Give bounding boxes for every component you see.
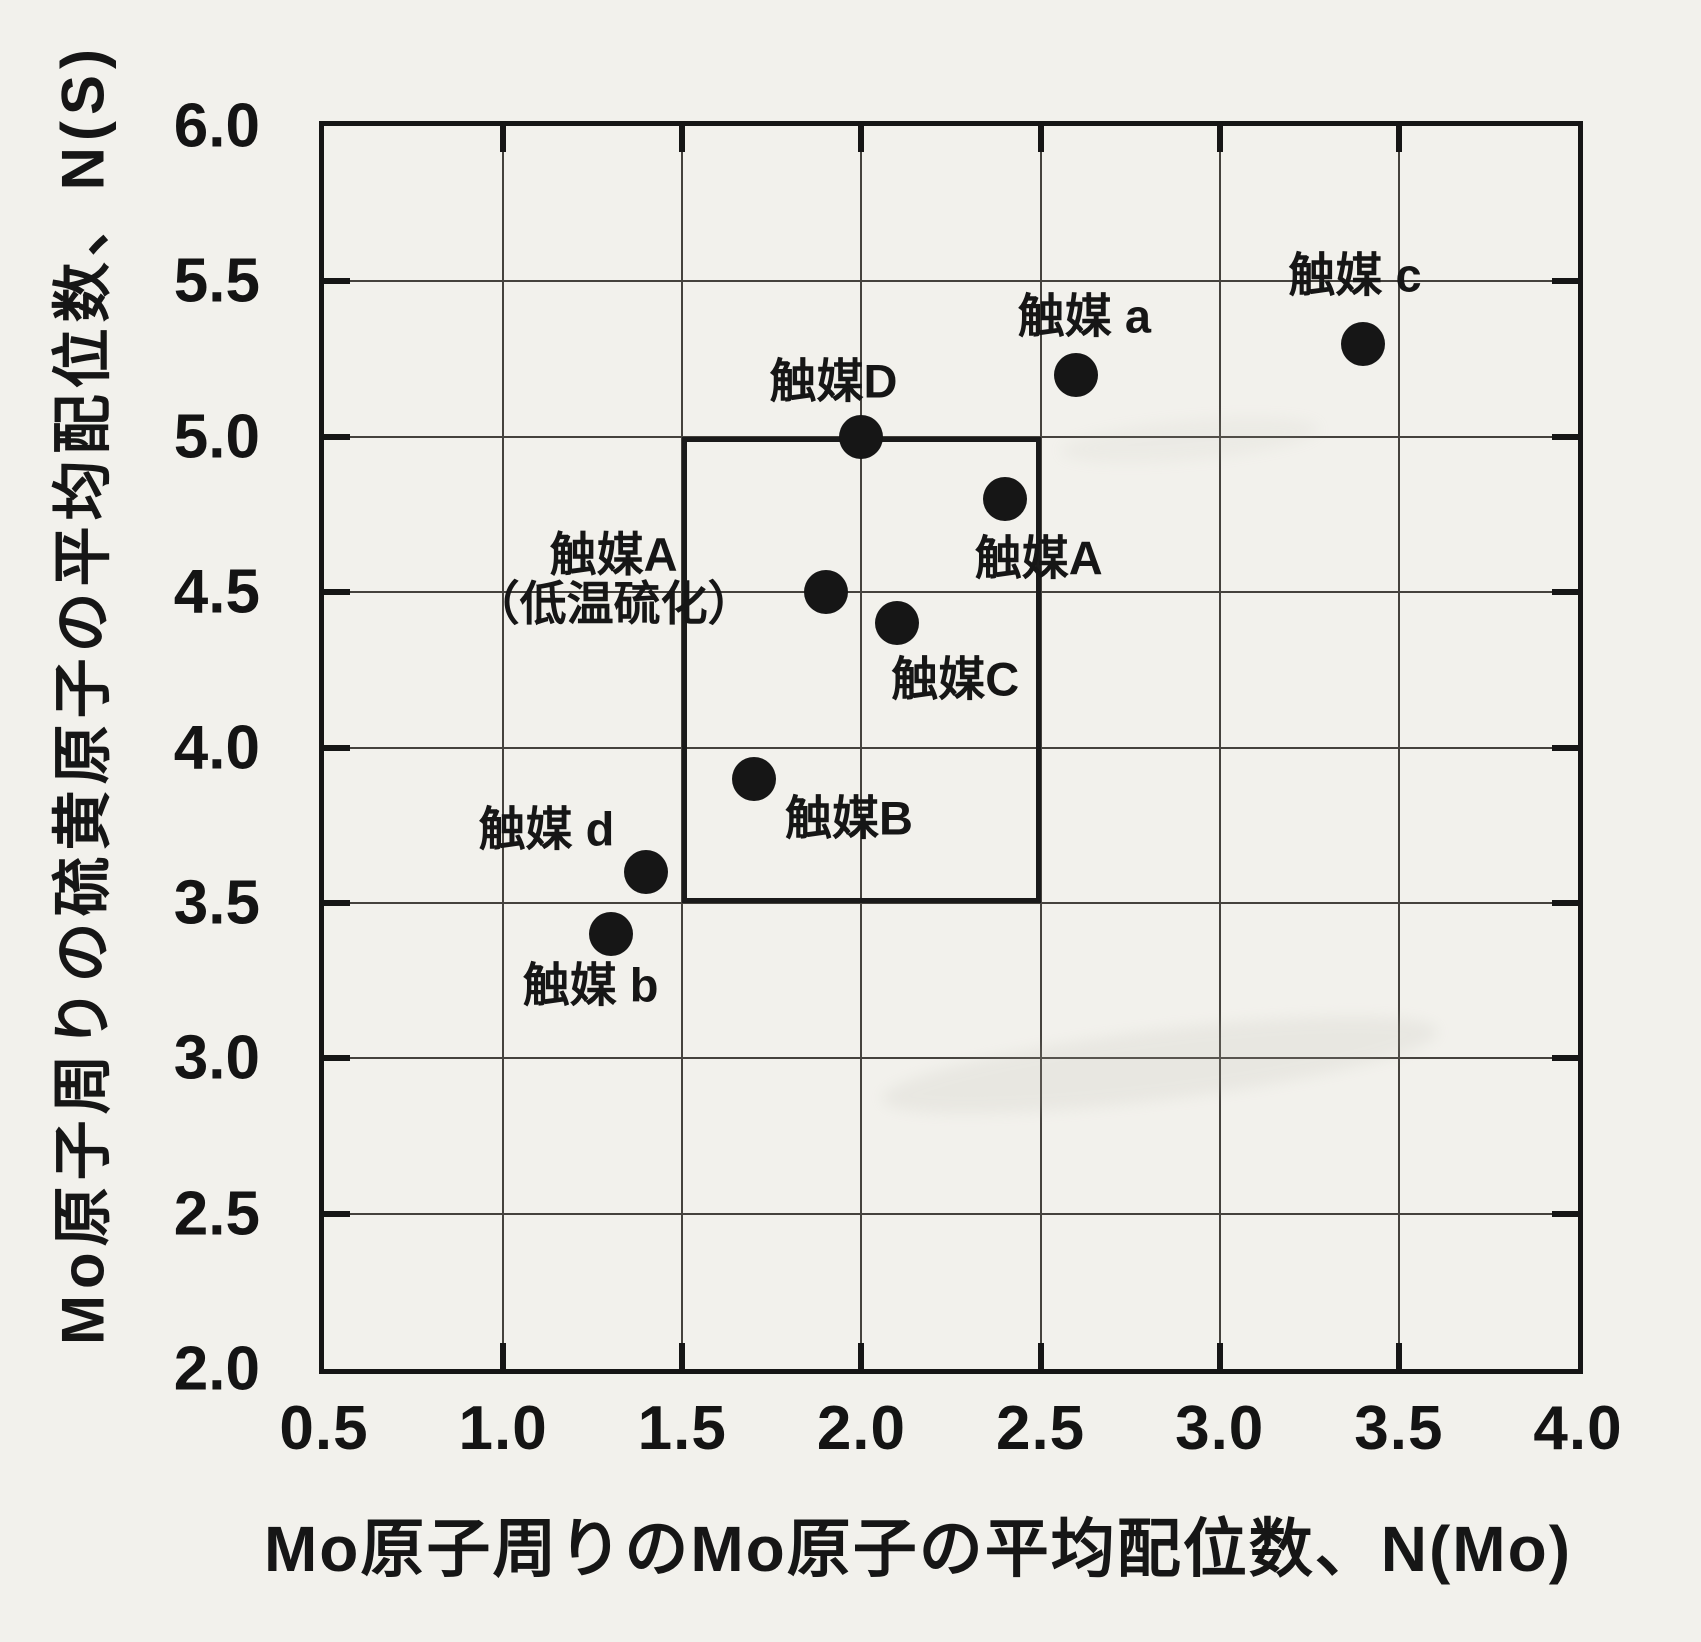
x-tick-label-2.5: 2.5 [995,1394,1086,1463]
x-tick-label-3.0: 3.0 [1175,1394,1265,1463]
data-point-D [839,414,884,459]
data-point-a [1054,352,1099,397]
data-point-B [731,756,776,801]
gridline-y-4.5 [324,591,1578,594]
tick-bottom-1.5 [679,1343,686,1369]
tick-right-5.0 [1552,433,1578,440]
tick-bottom-1.0 [500,1343,507,1369]
data-point-A-lowtemp [803,570,848,615]
point-label-C: 触媒C [891,652,1020,706]
tick-left-4.5 [324,589,350,596]
tick-left-5.5 [324,278,350,285]
tick-top-1.5 [679,126,686,152]
x-tick-label-1.0: 1.0 [458,1394,548,1463]
gridline-y-4.0 [324,746,1578,749]
tick-left-3.5 [324,899,350,906]
tick-bottom-2.0 [858,1343,865,1369]
y-tick-label-2.5: 2.5 [173,1179,260,1249]
y-tick-label-3.0: 3.0 [173,1023,260,1093]
point-label-B: 触媒B [784,791,913,845]
tick-left-2.5 [324,1210,350,1217]
point-label-c: 触媒 c [1288,248,1422,302]
tick-left-3.0 [324,1055,350,1062]
data-point-b [588,911,633,956]
gridline-y-5.5 [324,280,1578,283]
gridline-y-2.5 [324,1212,1578,1215]
tick-right-2.5 [1552,1210,1578,1217]
point-label-b: 触媒 b [522,958,659,1012]
point-label-A: 触媒A [974,531,1103,585]
tick-right-4.0 [1552,744,1578,751]
tick-top-2.0 [858,126,865,152]
y-tick-label-4.5: 4.5 [173,557,260,627]
tick-right-3.0 [1552,1055,1578,1062]
tick-bottom-2.5 [1037,1343,1044,1369]
y-tick-label-6.0: 6.0 [173,91,260,161]
point-label-d: 触媒 d [478,802,615,856]
tick-right-4.5 [1552,589,1578,596]
x-axis-title: Mo原子周りのMo原子の平均配位数、N(Mo) [263,1513,1573,1585]
x-tick-label-3.5: 3.5 [1354,1394,1444,1463]
tick-top-2.5 [1037,126,1044,152]
plot-area: 0.5 1.0 1.5 2.0 2.5 3.0 3.5 4.0 2.0 2.5 3.0 3.5 4.0 4… [174,92,1622,1464]
y-tick-label-3.5: 3.5 [173,868,260,938]
gridline-y-3.5 [324,901,1578,904]
x-tick-label-0.5: 0.5 [279,1394,369,1463]
y-tick-label-2.0: 2.0 [173,1334,260,1404]
tick-top-3.5 [1395,126,1402,152]
gridline-y-3.0 [324,1057,1578,1060]
x-tick-label-1.5: 1.5 [637,1394,727,1463]
point-label-D: 触媒D [769,354,898,408]
data-point-c [1341,321,1386,366]
tick-bottom-3.5 [1395,1343,1402,1369]
y-tick-label-5.0: 5.0 [173,402,260,472]
point-label-A-lowtemp: 触媒A （低温硫化） [472,528,755,631]
x-tick-label-4.0: 4.0 [1533,1394,1623,1463]
x-tick-label-2.0: 2.0 [816,1394,907,1463]
y-tick-label-5.5: 5.5 [173,246,260,316]
tick-left-4.0 [324,744,350,751]
y-tick-label-4.0: 4.0 [173,713,260,782]
data-point-d [624,849,669,894]
data-point-A [982,476,1027,521]
tick-top-1.0 [500,126,507,152]
plot-frame [319,121,1583,1374]
tick-right-3.5 [1552,899,1578,906]
tick-bottom-3.0 [1216,1343,1223,1369]
tick-left-5.0 [324,433,350,440]
data-point-C [875,601,920,646]
y-axis-title: Mo原子周りの硫黄原子の平均配位数、N(S) [49,43,117,1345]
point-label-a: 触媒 a [1017,289,1151,343]
tick-right-5.5 [1552,278,1578,285]
tick-top-3.0 [1216,126,1223,152]
